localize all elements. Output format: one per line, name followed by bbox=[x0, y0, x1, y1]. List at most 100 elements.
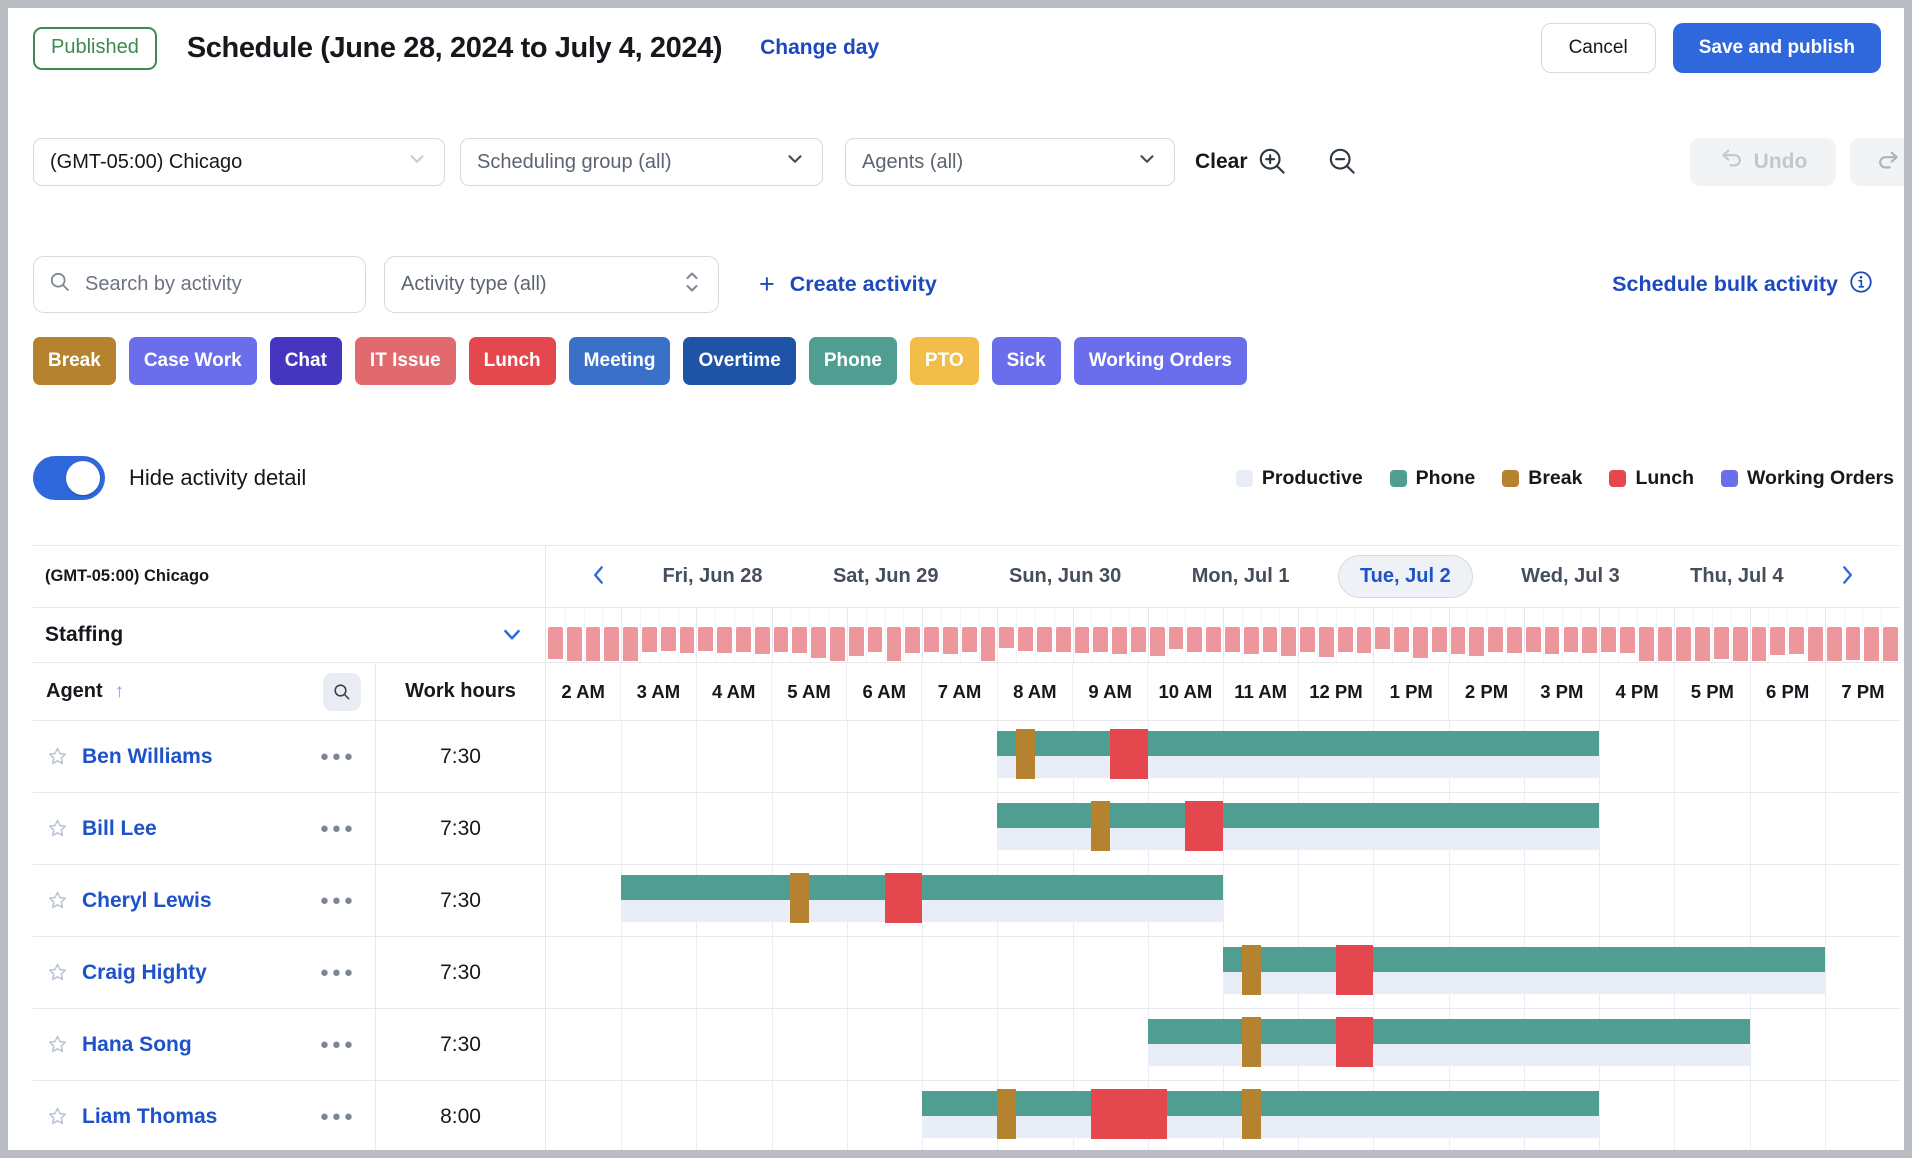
timezone-select-value: (GMT-05:00) Chicago bbox=[50, 150, 243, 173]
zoom-out-icon[interactable] bbox=[1326, 145, 1360, 179]
redo-button[interactable] bbox=[1850, 138, 1904, 186]
staffing-bar bbox=[1807, 627, 1823, 661]
phone-activity-bar[interactable] bbox=[997, 803, 1600, 828]
favorite-star-icon[interactable] bbox=[46, 745, 69, 768]
staffing-collapse-chevron-icon[interactable] bbox=[501, 624, 523, 646]
day-tab[interactable]: Fri, Jun 28 bbox=[640, 555, 784, 598]
activity-tag-chip[interactable]: Break bbox=[33, 337, 116, 385]
phone-activity-bar[interactable] bbox=[1147, 1019, 1750, 1044]
activity-search[interactable] bbox=[33, 256, 366, 313]
staffing-bar bbox=[1036, 627, 1052, 652]
activity-tag-chip[interactable]: Overtime bbox=[683, 337, 796, 385]
cancel-button[interactable]: Cancel bbox=[1540, 23, 1656, 73]
activity-tag-chip[interactable]: Lunch bbox=[468, 337, 556, 385]
day-header-row: (GMT-05:00) Chicago Fri, Jun 28 Sat, Jun … bbox=[33, 546, 1900, 608]
gridline bbox=[1824, 865, 1826, 936]
undo-button[interactable]: Undo bbox=[1690, 138, 1836, 186]
favorite-star-icon[interactable] bbox=[46, 817, 69, 840]
activity-tag-chip[interactable]: IT Issue bbox=[354, 337, 456, 385]
time-label: 5 AM bbox=[770, 663, 846, 720]
time-axis: 2 AM 3 AM 4 AM 5 AM 6 AM 7 AM 8 AM 9 AM 10 AM 11 … bbox=[546, 663, 1900, 720]
phone-activity-bar[interactable] bbox=[1223, 947, 1825, 972]
gridline bbox=[1730, 608, 1732, 662]
chevron-left-icon bbox=[588, 563, 610, 590]
gridline bbox=[1599, 1081, 1601, 1150]
gridline bbox=[1881, 608, 1883, 662]
day-tab[interactable]: Thu, Jul 4 bbox=[1668, 555, 1805, 598]
day-tab[interactable]: Tue, Jul 2 bbox=[1337, 555, 1473, 598]
previous-day-button[interactable] bbox=[584, 559, 614, 594]
sort-up-icon[interactable]: ↑ bbox=[114, 680, 125, 702]
favorite-star-icon[interactable] bbox=[46, 1033, 69, 1056]
save-and-publish-button[interactable]: Save and publish bbox=[1672, 23, 1881, 73]
day-tab[interactable]: Sun, Jun 30 bbox=[987, 555, 1143, 598]
gridline bbox=[1091, 608, 1093, 662]
agent-menu-button[interactable]: ●●● bbox=[319, 1036, 356, 1053]
agent-menu-button[interactable]: ●●● bbox=[319, 964, 356, 981]
favorite-star-icon[interactable] bbox=[46, 961, 69, 984]
activity-tag-chip[interactable]: Case Work bbox=[128, 337, 257, 385]
activity-tag-chip[interactable]: Meeting bbox=[568, 337, 671, 385]
time-label: 2 PM bbox=[1448, 663, 1523, 720]
lunch-activity-block[interactable] bbox=[1185, 801, 1223, 851]
schedule-bulk-activity-link[interactable]: Schedule bulk activity bbox=[1612, 269, 1874, 301]
toggle-knob bbox=[66, 461, 100, 495]
scheduling-group-select[interactable]: Scheduling group (all) bbox=[460, 138, 823, 186]
staffing-bar bbox=[1149, 627, 1165, 656]
day-tab[interactable]: Wed, Jul 3 bbox=[1499, 555, 1642, 598]
hide-activity-detail-toggle[interactable] bbox=[33, 456, 105, 500]
lunch-activity-block[interactable] bbox=[1091, 1089, 1167, 1139]
agent-name-link[interactable]: Ben Williams bbox=[82, 744, 213, 768]
phone-activity-bar[interactable] bbox=[997, 731, 1600, 756]
favorite-star-icon[interactable] bbox=[46, 1105, 69, 1128]
timezone-select[interactable]: (GMT-05:00) Chicago bbox=[33, 138, 445, 186]
search-input[interactable] bbox=[83, 272, 351, 297]
gridline bbox=[1016, 608, 1018, 662]
break-activity-block[interactable] bbox=[1241, 945, 1261, 995]
break-activity-block[interactable] bbox=[1091, 801, 1111, 851]
agent-name-link[interactable]: Cheryl Lewis bbox=[82, 888, 212, 912]
agent-cell: Cheryl Lewis ●●● bbox=[33, 865, 376, 936]
zoom-in-icon[interactable] bbox=[1256, 145, 1290, 179]
change-day-link[interactable]: Change day bbox=[760, 36, 880, 59]
lunch-activity-block[interactable] bbox=[1335, 1017, 1374, 1067]
agent-search-button[interactable] bbox=[323, 672, 361, 711]
activity-tag-chip[interactable]: Phone bbox=[808, 337, 897, 385]
agent-menu-button[interactable]: ●●● bbox=[319, 892, 356, 909]
lunch-activity-block[interactable] bbox=[884, 873, 923, 923]
time-label: 3 AM bbox=[620, 663, 695, 720]
activity-tag-chip[interactable]: PTO bbox=[909, 337, 979, 385]
agent-name-link[interactable]: Craig Highty bbox=[82, 960, 207, 984]
break-activity-block[interactable] bbox=[1241, 1089, 1261, 1139]
info-icon[interactable] bbox=[1848, 269, 1874, 301]
activity-tag-chip[interactable]: Working Orders bbox=[1073, 337, 1247, 385]
agent-name-link[interactable]: Hana Song bbox=[82, 1032, 192, 1056]
clear-filters-button[interactable]: Clear bbox=[1195, 150, 1248, 173]
break-activity-block[interactable] bbox=[997, 1089, 1017, 1139]
break-activity-block[interactable] bbox=[1241, 1017, 1261, 1067]
phone-activity-bar[interactable] bbox=[922, 1091, 1600, 1116]
agent-menu-button[interactable]: ●●● bbox=[319, 748, 356, 765]
lunch-activity-block[interactable] bbox=[1110, 729, 1148, 779]
next-day-button[interactable] bbox=[1832, 559, 1862, 594]
day-tab[interactable]: Sat, Jun 29 bbox=[811, 555, 961, 598]
productive-bar bbox=[1223, 972, 1825, 994]
lunch-activity-block[interactable] bbox=[1335, 945, 1374, 995]
time-label: 6 PM bbox=[1749, 663, 1825, 720]
agents-select[interactable]: Agents (all) bbox=[845, 138, 1175, 186]
favorite-star-icon[interactable] bbox=[46, 889, 69, 912]
agent-menu-button[interactable]: ●●● bbox=[319, 820, 356, 837]
agent-name-link[interactable]: Bill Lee bbox=[82, 816, 157, 840]
agent-menu-button[interactable]: ●●● bbox=[319, 1108, 356, 1125]
time-label: 12 PM bbox=[1297, 663, 1373, 720]
activity-type-select[interactable]: Activity type (all) bbox=[384, 256, 719, 313]
gridline bbox=[959, 608, 961, 662]
agent-name-link[interactable]: Liam Thomas bbox=[82, 1104, 218, 1128]
break-activity-block[interactable] bbox=[1016, 729, 1035, 779]
activity-tag-chip[interactable]: Sick bbox=[991, 337, 1061, 385]
day-tab[interactable]: Mon, Jul 1 bbox=[1170, 555, 1312, 598]
activity-tag-chip[interactable]: Chat bbox=[269, 337, 342, 385]
staffing-bar bbox=[1601, 627, 1616, 652]
create-activity-button[interactable]: + Create activity bbox=[759, 271, 937, 298]
break-activity-block[interactable] bbox=[790, 873, 810, 923]
